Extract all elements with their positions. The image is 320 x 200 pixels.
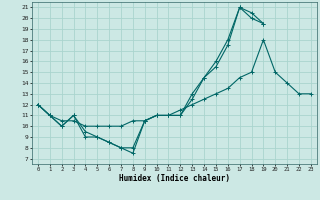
X-axis label: Humidex (Indice chaleur): Humidex (Indice chaleur): [119, 174, 230, 183]
